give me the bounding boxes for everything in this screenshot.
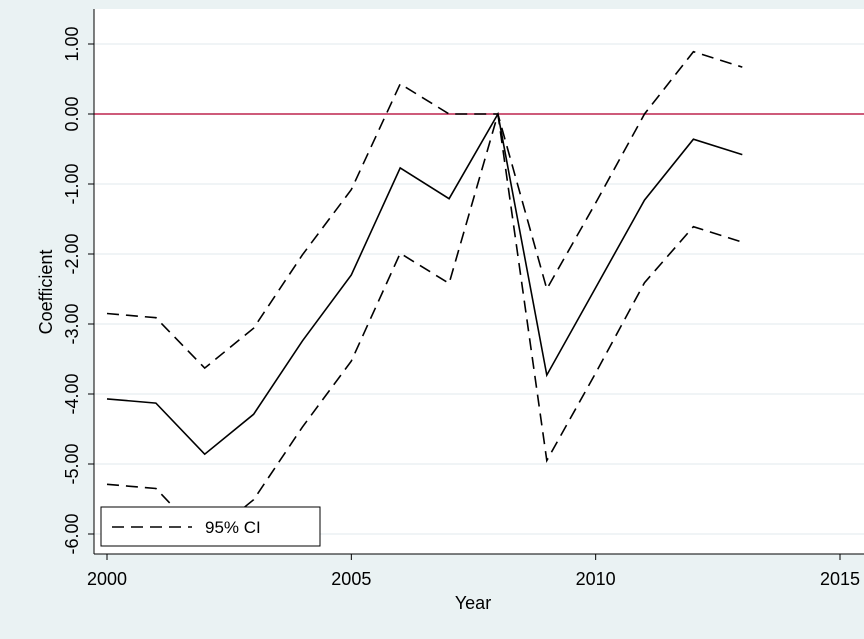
legend: 95% CI	[100, 506, 321, 547]
coefficient-line	[106, 111, 743, 456]
y-tick-label-5: -1.00	[62, 163, 82, 204]
x-tick-label-0: 2000	[87, 569, 127, 589]
x-axis-label: Year	[455, 593, 491, 613]
y-tick-label-7: 1.00	[62, 26, 82, 61]
plot-area	[94, 9, 864, 554]
ci-upper-line	[106, 50, 743, 370]
x-tick-label-1: 2005	[331, 569, 371, 589]
x-tick-label-3: 2015	[820, 569, 860, 589]
y-tick-label-4: -2.00	[62, 233, 82, 274]
series-group	[106, 50, 743, 541]
y-tick-label-0: -6.00	[62, 513, 82, 554]
y-axis-label: Coefficient	[36, 250, 56, 335]
legend-label: 95% CI	[205, 518, 261, 537]
x-tick-label-2: 2010	[576, 569, 616, 589]
y-tick-label-3: -3.00	[62, 303, 82, 344]
ci-lower-line	[106, 113, 743, 541]
y-tick-label-1: -5.00	[62, 443, 82, 484]
y-tick-label-6: 0.00	[62, 96, 82, 131]
y-tick-label-2: -4.00	[62, 373, 82, 414]
axes	[93, 9, 864, 555]
ticks: 2000 2005 2010 2015 -6.00 -5.00 -4.00 -3.00 -2.0…	[62, 26, 860, 589]
